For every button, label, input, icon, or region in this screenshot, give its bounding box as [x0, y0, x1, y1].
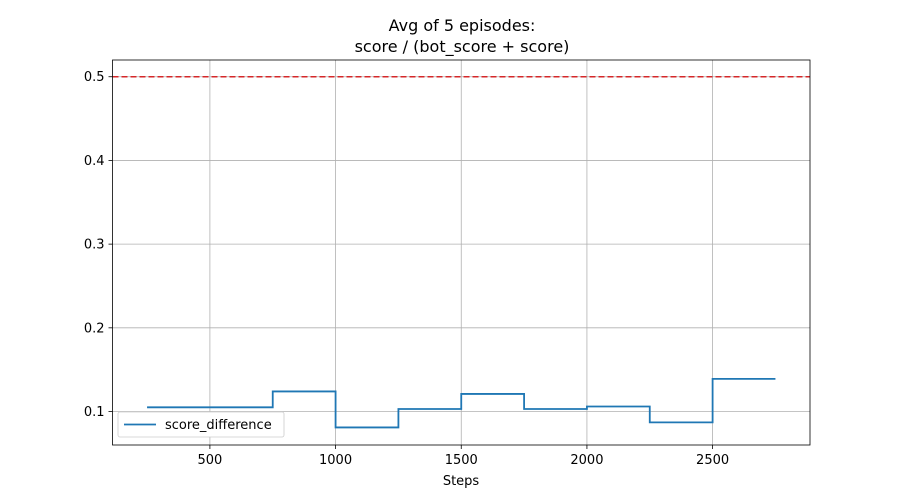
y-tick-label: 0.1 [84, 405, 105, 420]
x-axis-label: Steps [443, 474, 480, 489]
series-line-score_difference [147, 377, 776, 429]
x-tick-label: 1500 [445, 453, 478, 468]
legend: score_difference [117, 411, 285, 438]
y-tick-label: 0.5 [84, 70, 105, 85]
y-tick-label: 0.4 [84, 154, 105, 169]
chart-title-line-1: Avg of 5 episodes: [389, 16, 536, 35]
y-tick-label: 0.2 [84, 321, 105, 336]
x-tick-label: 500 [197, 453, 222, 468]
legend-label: score_difference [165, 418, 272, 433]
x-tick-label: 1000 [319, 453, 352, 468]
x-tick-label: 2000 [570, 453, 603, 468]
grid [112, 60, 810, 445]
y-tick-label: 0.3 [84, 238, 105, 253]
chart-title-line-2: score / (bot_score + score) [355, 37, 570, 57]
series-layer [147, 377, 776, 429]
legend-box [117, 411, 285, 438]
ticks: 500 1000 1500 2000 2500 0.1 0.2 0.3 0.4 0.5 [84, 70, 729, 468]
x-tick-label: 2500 [696, 453, 729, 468]
